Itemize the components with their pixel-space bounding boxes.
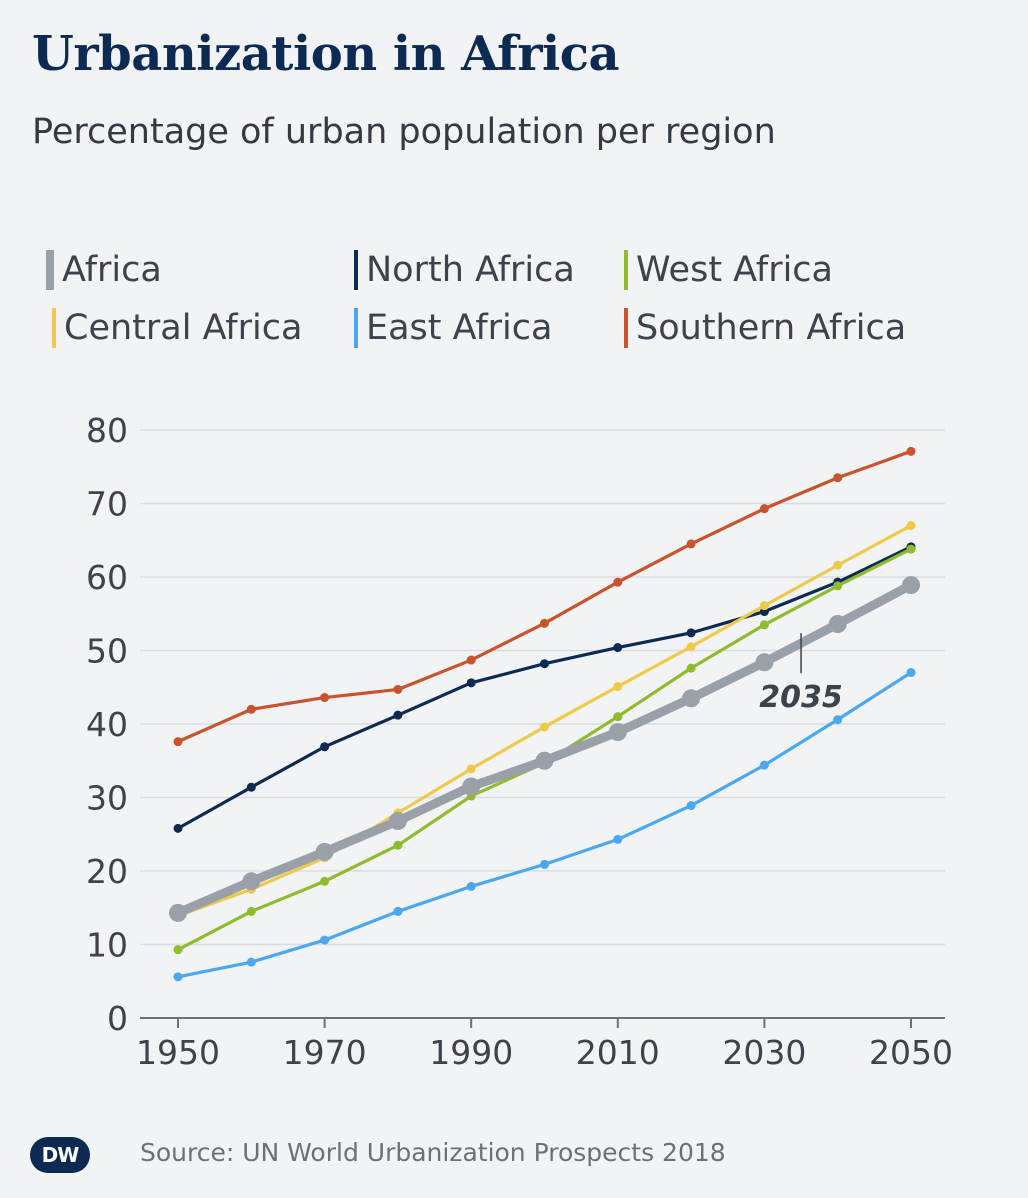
legend-item-east-africa: East Africa	[354, 306, 552, 350]
data-point-africa	[388, 812, 407, 831]
data-point-north-africa	[686, 628, 696, 638]
y-tick-label: 80	[86, 411, 128, 450]
data-point-africa	[315, 842, 334, 861]
data-point-east-africa	[686, 801, 696, 811]
data-point-east-africa	[173, 972, 183, 982]
data-point-southern-africa	[686, 539, 696, 549]
series-line-west-africa	[176, 547, 913, 952]
y-tick-label: 20	[86, 852, 128, 891]
legend-swatch-west-africa	[624, 250, 628, 290]
y-tick-label: 60	[86, 558, 128, 597]
legend-swatch-africa	[46, 250, 54, 290]
data-point-west-africa	[833, 581, 843, 591]
source-note: Source: UN World Urbanization Prospects …	[140, 1138, 726, 1167]
data-point-southern-africa	[906, 446, 916, 456]
data-point-africa	[828, 615, 847, 634]
legend-item-africa: Africa	[46, 248, 162, 292]
data-point-east-africa	[246, 957, 256, 967]
x-tick-label: 2030	[722, 1033, 806, 1072]
data-point-southern-africa	[246, 704, 256, 714]
data-point-west-africa	[686, 663, 696, 673]
data-point-west-africa	[246, 906, 256, 916]
legend-swatch-east-africa	[354, 308, 358, 348]
legend-label-west-africa: West Africa	[636, 250, 833, 290]
data-point-west-africa	[613, 712, 623, 722]
data-point-central-africa	[833, 560, 843, 570]
data-point-southern-africa	[833, 473, 843, 483]
legend-swatch-southern-africa	[624, 308, 628, 348]
y-tick-label: 50	[86, 632, 128, 671]
data-point-southern-africa	[393, 684, 403, 694]
y-tick-label: 30	[86, 779, 128, 818]
data-point-north-africa	[613, 643, 623, 653]
data-point-africa	[169, 903, 187, 922]
x-tick-label: 2010	[576, 1033, 660, 1072]
legend-label-east-africa: East Africa	[366, 308, 553, 348]
data-point-central-africa	[613, 682, 623, 692]
data-point-west-africa	[759, 620, 769, 630]
data-point-central-africa	[466, 764, 476, 774]
y-tick-label: 70	[86, 485, 128, 524]
data-point-north-africa	[540, 659, 549, 669]
chart-title: Urbanization in Africa	[32, 26, 620, 82]
data-point-east-africa	[833, 715, 843, 725]
data-point-southern-africa	[466, 655, 476, 665]
data-point-central-africa	[906, 521, 916, 531]
data-point-east-africa	[759, 760, 769, 770]
data-point-north-africa	[173, 823, 183, 833]
y-tick-label: 0	[107, 999, 128, 1038]
data-point-east-africa	[466, 881, 476, 891]
chart-subtitle: Percentage of urban population per regio…	[32, 112, 776, 152]
data-point-africa	[242, 872, 261, 891]
data-point-southern-africa	[613, 577, 623, 587]
data-point-africa	[902, 576, 920, 595]
series-line-east-africa	[176, 670, 913, 979]
x-tick-label: 1970	[283, 1033, 367, 1072]
legend-item-central-africa: Central Africa	[52, 306, 302, 350]
data-point-central-africa	[540, 722, 549, 732]
legend-swatch-north-africa	[354, 250, 358, 290]
data-point-southern-africa	[173, 737, 183, 747]
data-point-southern-africa	[540, 618, 549, 628]
data-point-west-africa	[320, 876, 330, 886]
data-point-west-africa	[906, 544, 916, 554]
legend-item-west-africa: West Africa	[624, 248, 833, 292]
data-point-africa	[535, 751, 554, 770]
dw-logo: DW	[30, 1137, 90, 1173]
data-point-north-africa	[320, 742, 330, 752]
legend-swatch-central-africa	[52, 308, 56, 348]
legend-label-central-africa: Central Africa	[64, 308, 303, 348]
data-point-east-africa	[320, 935, 330, 945]
series-line-central-africa	[176, 523, 913, 918]
data-point-africa	[608, 723, 627, 742]
y-tick-label: 10	[86, 926, 128, 965]
data-point-southern-africa	[759, 504, 769, 514]
legend-label-southern-africa: Southern Africa	[636, 308, 907, 348]
data-point-west-africa	[393, 840, 403, 850]
data-point-west-africa	[173, 945, 183, 955]
annotation-label-2035: 2035	[759, 680, 843, 715]
data-point-east-africa	[540, 859, 549, 869]
legend-item-southern-africa: Southern Africa	[624, 306, 906, 350]
data-point-north-africa	[246, 782, 256, 792]
data-point-north-africa	[393, 710, 403, 720]
data-point-africa	[682, 689, 701, 708]
data-point-africa	[755, 653, 774, 672]
data-point-east-africa	[906, 668, 916, 678]
data-point-east-africa	[393, 906, 403, 916]
x-tick-label: 1990	[429, 1033, 513, 1072]
x-tick-label: 1950	[136, 1033, 220, 1072]
data-point-africa	[462, 777, 481, 796]
data-point-southern-africa	[320, 693, 330, 703]
data-point-north-africa	[466, 678, 476, 688]
data-point-central-africa	[686, 642, 696, 652]
legend-label-north-africa: North Africa	[366, 250, 575, 290]
y-tick-label: 40	[86, 705, 128, 744]
legend-item-north-africa: North Africa	[354, 248, 575, 292]
data-point-east-africa	[613, 834, 623, 844]
data-point-central-africa	[759, 601, 769, 611]
x-tick-label: 2050	[869, 1033, 953, 1072]
legend-label-africa: Africa	[62, 250, 162, 290]
